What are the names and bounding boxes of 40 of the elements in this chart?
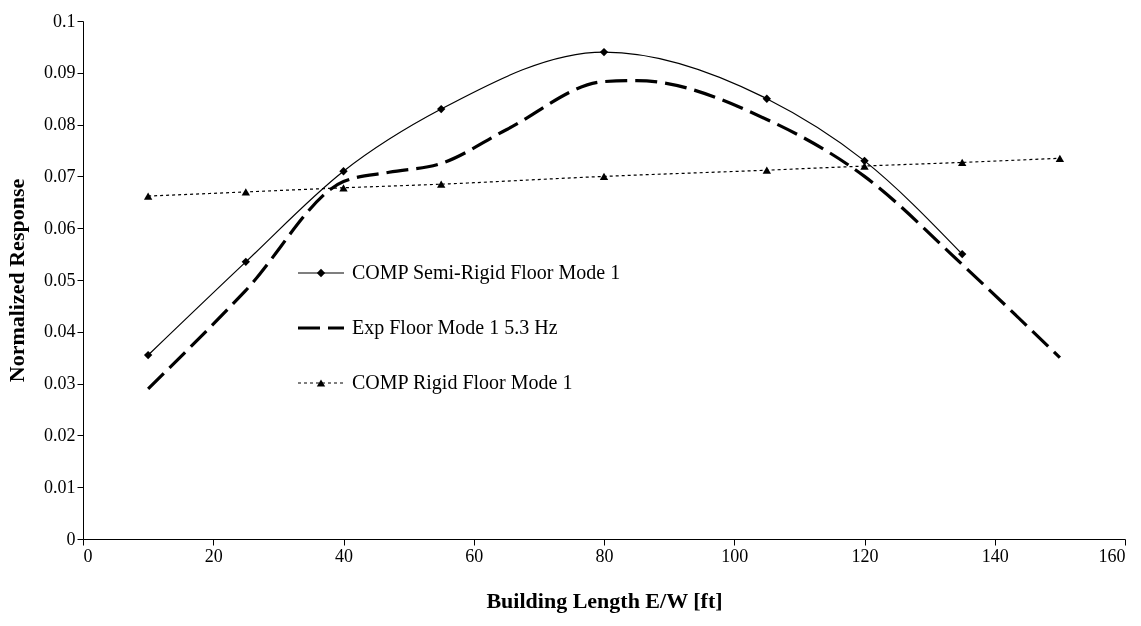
- point: [1055, 154, 1065, 162]
- legend-label: COMP Rigid Floor Mode 1: [352, 371, 573, 394]
- y-tick-label: 0.03: [44, 373, 76, 394]
- point: [958, 158, 967, 167]
- x-tick-label: 160: [1098, 545, 1126, 566]
- point: [762, 94, 771, 103]
- y-tick-label: 0.1: [53, 10, 76, 31]
- y-tick-label: 0: [66, 528, 76, 549]
- point: [599, 47, 609, 57]
- x-tick-label: 0: [83, 545, 93, 566]
- legend-label: Exp Floor Mode 1 5.3 Hz: [352, 316, 558, 339]
- legend-label: COMP Semi-Rigid Floor Mode 1: [352, 261, 621, 284]
- point: [437, 104, 446, 114]
- x-tick-label: 40: [335, 545, 353, 566]
- y-tick-label: 0.08: [44, 114, 76, 135]
- point: [437, 180, 446, 188]
- x-tick-label: 20: [204, 545, 223, 566]
- point: [339, 184, 348, 192]
- y-tick-label: 0.09: [44, 62, 76, 83]
- y-tick-label: 0.04: [44, 321, 76, 342]
- point: [143, 350, 153, 360]
- point: [143, 192, 153, 200]
- y-tick-label: 0.01: [44, 476, 76, 497]
- point: [762, 166, 771, 174]
- point: [958, 249, 967, 259]
- x-tick-label: 80: [595, 545, 614, 566]
- point: [241, 257, 250, 267]
- x-axis-title: Building Length E/W [ft]: [486, 587, 723, 613]
- y-tick-label: 0.07: [44, 165, 76, 186]
- x-tick-label: 100: [721, 545, 749, 566]
- x-tick-label: 60: [465, 545, 484, 566]
- y-axis-title: Normalized Response: [4, 178, 29, 383]
- point: [339, 167, 348, 176]
- y-tick-label: 0.06: [44, 217, 76, 238]
- y-tick-label: 0.02: [44, 424, 76, 445]
- point: [599, 172, 609, 181]
- x-tick-label: 120: [851, 545, 879, 566]
- y-tick-label: 0.05: [44, 269, 76, 290]
- point: [241, 188, 250, 196]
- x-tick-label: 140: [981, 545, 1009, 566]
